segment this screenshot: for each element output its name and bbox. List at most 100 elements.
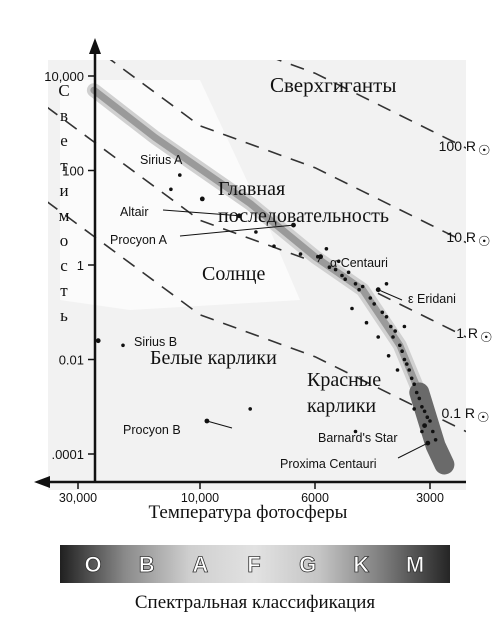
star-label: ε Eridani — [408, 292, 456, 306]
supergiants-label: Сверхгиганты — [270, 73, 396, 97]
star-point — [333, 267, 338, 272]
star-point — [353, 429, 358, 434]
red-dwarfs-label-line2: карлики — [307, 395, 376, 417]
sun-label: Солнце — [202, 263, 265, 285]
radius-line-label: 1 R — [456, 325, 478, 341]
star-point — [254, 230, 258, 234]
star-point — [169, 187, 173, 192]
star-point — [248, 407, 252, 411]
spectral-gradient-bar — [60, 545, 450, 583]
sun-symbol: ☉ — [477, 409, 490, 425]
named-star-point — [291, 222, 296, 228]
star-point — [360, 284, 365, 289]
leader-line — [206, 420, 233, 429]
sun-symbol: ☉ — [480, 329, 493, 345]
star-point — [353, 282, 358, 286]
spectral-class-g: G — [299, 552, 316, 577]
star-point — [405, 362, 409, 366]
star-point — [412, 407, 417, 411]
y-ticks: 10,000 100 1 0.01 .0001 — [44, 69, 95, 462]
leader-line — [397, 442, 429, 459]
leader-line — [162, 209, 240, 217]
x-ticks: 30,000 10,000 6000 3000 — [59, 482, 444, 505]
star-point — [402, 357, 407, 362]
y-tick-label: 1 — [77, 258, 84, 273]
named-star-point — [199, 196, 205, 202]
star-point — [327, 265, 332, 270]
white-dwarfs-label: Белые карлики — [150, 347, 277, 369]
named-star-point — [236, 213, 242, 219]
spectral-class-m: M — [406, 552, 424, 577]
star-point — [407, 368, 412, 372]
leader-line — [179, 224, 294, 237]
star-point — [121, 343, 125, 348]
named-star-points — [95, 196, 431, 446]
radius-labels: 100 R ☉10 R ☉1 R ☉0.1 R ☉ — [439, 138, 493, 425]
star-label: Altair — [120, 205, 148, 219]
x-tick-label: 30,000 — [59, 491, 97, 505]
spectral-class-a: A — [192, 552, 208, 577]
spectral-class-o: O — [84, 552, 101, 577]
star-point — [384, 315, 389, 319]
star-point — [417, 396, 422, 401]
star-point — [386, 354, 391, 358]
star-point — [420, 405, 424, 409]
spectral-caption: Спектральная классификация — [135, 592, 375, 613]
named-star-point — [425, 440, 431, 446]
radius-line-label: 0.1 R — [442, 405, 475, 421]
radius-line-label: 10 R — [446, 229, 476, 245]
spectral-class-k: K — [353, 552, 369, 577]
x-tick-label: 3000 — [416, 491, 444, 505]
red-dwarfs-label-line1: Красные — [307, 369, 381, 391]
star-label: α Centauri — [330, 256, 388, 270]
star-point — [340, 273, 344, 278]
main-sequence-label-line2: последовательность — [218, 205, 389, 227]
radius-line — [48, 106, 466, 338]
star-point — [336, 259, 341, 264]
star-point — [398, 343, 402, 348]
radius-line-label: 100 R — [439, 138, 476, 154]
star-point — [376, 335, 381, 339]
y-tick-label: 0.01 — [59, 353, 84, 368]
star-point — [380, 310, 385, 315]
star-label: Sirius A — [140, 153, 183, 167]
star-point — [409, 376, 414, 381]
star-point — [389, 324, 393, 329]
y-tick-label: 100 — [62, 164, 84, 179]
star-point — [346, 270, 351, 275]
star-point — [433, 438, 438, 442]
star-point — [178, 173, 182, 177]
star-points — [121, 173, 438, 442]
y-tick-label: .0001 — [51, 447, 84, 462]
main-sequence-label-line1: Главная — [218, 178, 285, 200]
star-point — [350, 306, 354, 311]
radius-line — [48, 201, 466, 433]
x-tick-label: 6000 — [301, 491, 329, 505]
star-point — [400, 349, 404, 354]
named-star-point — [204, 418, 210, 424]
y-axis-arrow-icon — [89, 38, 101, 54]
spectral-class-f: F — [247, 552, 260, 577]
star-point — [393, 329, 398, 333]
named-star-point — [375, 287, 381, 293]
star-point — [357, 287, 361, 292]
star-point — [384, 282, 389, 286]
sun-symbol: ☉ — [478, 233, 491, 249]
spectral-class-b: B — [139, 552, 155, 577]
star-point — [372, 302, 377, 306]
star-point — [298, 252, 303, 256]
star-label: Proxima Centauri — [280, 457, 377, 471]
y-tick-label: 10,000 — [44, 69, 84, 84]
star-point — [324, 247, 329, 251]
radius-lines — [48, 60, 466, 433]
star-point — [343, 277, 348, 282]
star-label: Barnard's Star — [318, 431, 398, 445]
star-point — [431, 429, 435, 434]
star-point — [272, 244, 276, 248]
star-point — [428, 419, 432, 423]
radius-line — [109, 60, 466, 244]
star-point — [414, 390, 419, 395]
